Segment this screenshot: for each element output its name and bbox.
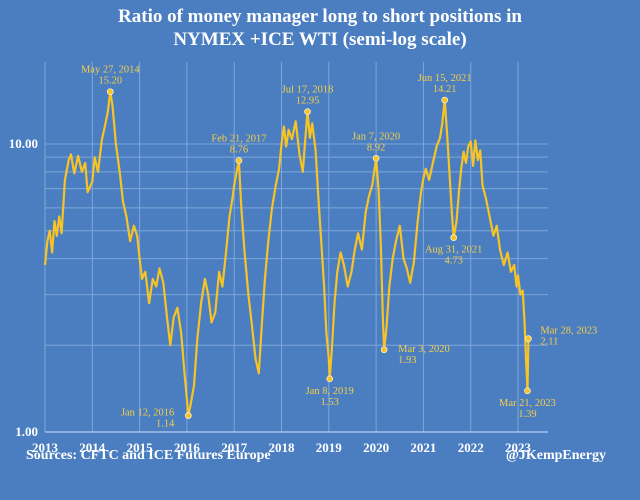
annotation-value-label: 2.11 xyxy=(540,337,558,348)
annotation-marker xyxy=(441,96,448,104)
annotation-date-label: Mar 28, 2023 xyxy=(540,326,597,337)
annotation-marker xyxy=(185,412,192,419)
annotation-date-label: Feb 21, 2017 xyxy=(211,134,266,145)
annotation-marker xyxy=(326,375,334,383)
annotation-value-label: 1.93 xyxy=(398,355,416,366)
annotation-value-label: 4.73 xyxy=(444,256,462,267)
source-note: Sources: CFTC and ICE Futures Europe xyxy=(26,448,271,463)
x-tick-label: 2013 xyxy=(32,440,59,455)
ratio-series-line xyxy=(43,90,530,417)
annotation-date-label: Jan 7, 2020 xyxy=(352,131,400,142)
annotation-date-label: Jan 8, 2019 xyxy=(306,386,354,397)
annotation-marker xyxy=(525,335,532,342)
x-tick-label: 2019 xyxy=(316,440,343,455)
x-tick-label: 2023 xyxy=(505,440,532,455)
annotation-marker xyxy=(304,108,311,115)
annotation-value-label: 1.14 xyxy=(156,419,175,430)
x-tick-label: 2021 xyxy=(410,440,436,455)
annotation-marker xyxy=(235,157,243,164)
y-tick-label: 1.00 xyxy=(15,424,38,439)
annotation-date-label: Jul 17, 2018 xyxy=(282,85,334,96)
annotation-value-label: 8.92 xyxy=(367,142,385,153)
x-tick-label: 2014 xyxy=(79,440,106,455)
x-tick-label: 2017 xyxy=(221,440,248,455)
annotation-marker xyxy=(450,234,457,241)
annotation-value-label: 8.76 xyxy=(230,145,248,156)
chart-title-line1: Ratio of money manager long to short pos… xyxy=(118,6,522,27)
annotation-date-label: Mar 3, 2020 xyxy=(398,344,450,355)
annotation-date-label: Aug 31, 2021 xyxy=(425,245,482,256)
annotation-marker xyxy=(524,387,531,395)
annotation-value-label: 15.20 xyxy=(98,76,122,87)
chart-title: Ratio of money manager long to short pos… xyxy=(0,5,640,51)
x-tick-label: 2020 xyxy=(363,440,389,455)
annotation-value-label: 1.39 xyxy=(518,409,536,420)
annotation-value-label: 14.21 xyxy=(433,84,457,95)
chart-title-line2: NYMEX +ICE WTI (semi-log scale) xyxy=(173,29,467,50)
annotation-marker xyxy=(380,346,388,354)
annotation-value-label: 12.95 xyxy=(296,96,320,107)
x-tick-label: 2016 xyxy=(174,440,201,455)
annotation-date-label: Jan 12, 2016 xyxy=(121,408,174,419)
x-tick-label: 2022 xyxy=(458,440,484,455)
annotation-value-label: 1.53 xyxy=(321,397,339,408)
annotation-date-label: May 27, 2014 xyxy=(81,65,140,76)
annotation-date-label: Mar 21, 2023 xyxy=(499,398,556,409)
annotation-date-label: Jun 15, 2021 xyxy=(418,73,472,84)
annotation-marker xyxy=(106,88,114,95)
x-tick-label: 2015 xyxy=(127,440,154,455)
author-credit: @JKempEnergy xyxy=(505,448,606,463)
y-tick-label: 10.00 xyxy=(9,136,38,151)
x-tick-label: 2018 xyxy=(269,440,296,455)
annotation-marker xyxy=(372,154,380,162)
